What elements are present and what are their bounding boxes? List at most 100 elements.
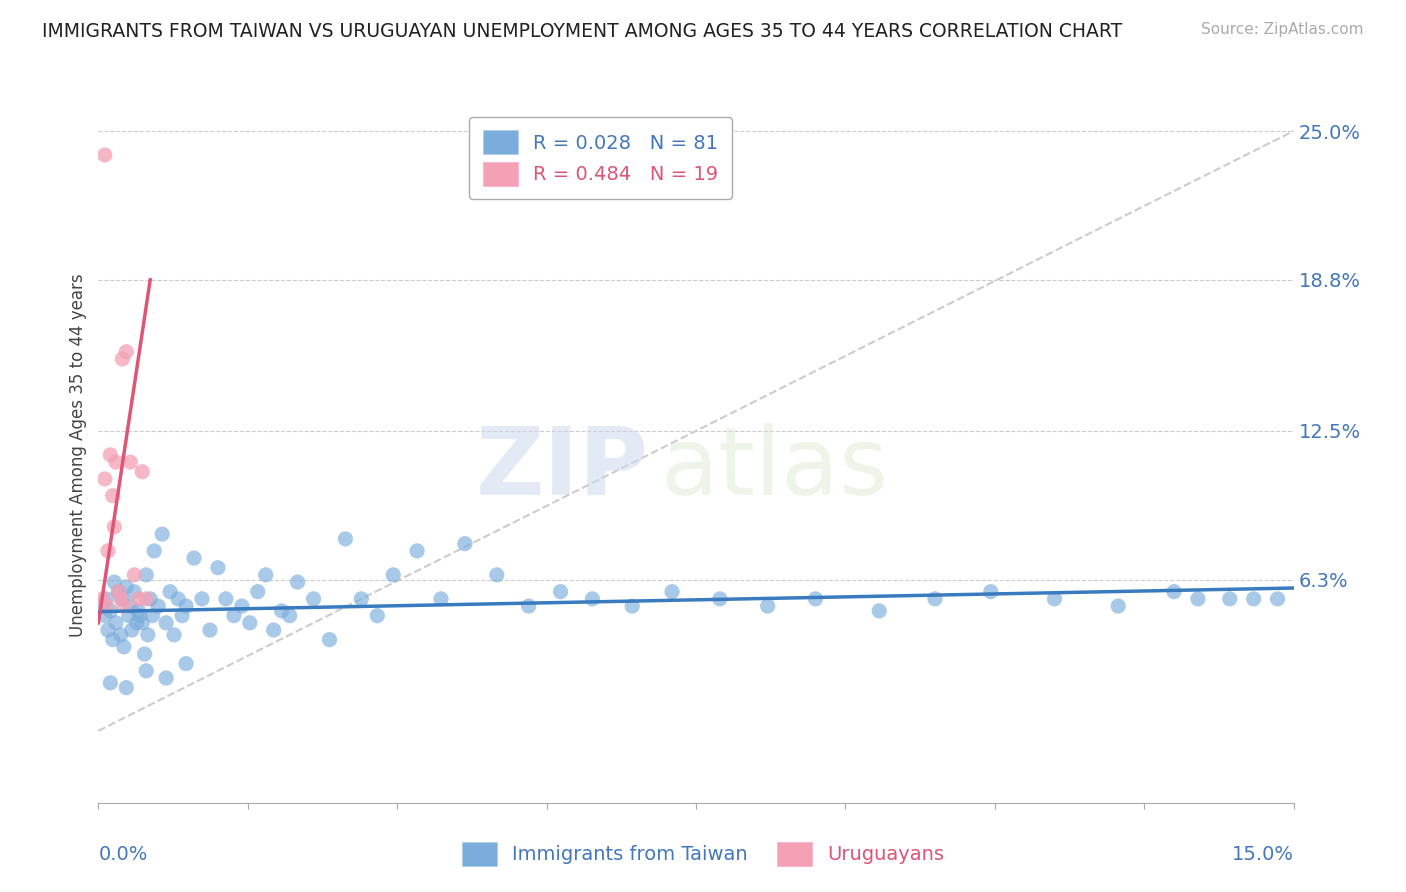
Point	[980, 584, 1002, 599]
Point	[135, 567, 157, 582]
Point	[406, 544, 429, 558]
Point	[135, 591, 157, 606]
Point	[136, 628, 159, 642]
Point	[104, 615, 127, 630]
Text: 15.0%: 15.0%	[1232, 845, 1294, 863]
Point	[124, 584, 146, 599]
Point	[96, 591, 118, 606]
Point	[115, 681, 138, 695]
Point	[215, 591, 238, 606]
Point	[454, 537, 477, 551]
Point	[139, 591, 162, 606]
Point	[94, 472, 117, 486]
Point	[120, 455, 142, 469]
Point	[103, 520, 125, 534]
Point	[550, 584, 572, 599]
Point	[191, 591, 214, 606]
Point	[485, 567, 508, 582]
Point	[581, 591, 603, 606]
Point	[97, 544, 120, 558]
Point	[131, 465, 153, 479]
Legend: R = 0.028   N = 81, R = 0.484   N = 19: R = 0.028 N = 81, R = 0.484 N = 19	[470, 117, 731, 199]
Point	[115, 344, 138, 359]
Point	[1107, 599, 1129, 613]
Point	[366, 608, 388, 623]
Point	[756, 599, 779, 613]
Point	[278, 608, 301, 623]
Point	[517, 599, 540, 613]
Point	[246, 584, 269, 599]
Point	[1043, 591, 1066, 606]
Point	[131, 615, 153, 630]
Point	[134, 647, 156, 661]
Point	[239, 615, 262, 630]
Point	[159, 584, 181, 599]
Point	[118, 608, 141, 623]
Text: Source: ZipAtlas.com: Source: ZipAtlas.com	[1201, 22, 1364, 37]
Point	[104, 455, 127, 469]
Point	[127, 591, 149, 606]
Point	[222, 608, 245, 623]
Point	[163, 628, 186, 642]
Point	[111, 591, 134, 606]
Point	[382, 567, 405, 582]
Point	[302, 591, 325, 606]
Legend: Immigrants from Taiwan, Uruguayans: Immigrants from Taiwan, Uruguayans	[454, 834, 952, 873]
Point	[1187, 591, 1209, 606]
Point	[148, 599, 170, 613]
Point	[150, 527, 173, 541]
Point	[112, 640, 135, 654]
Point	[91, 591, 114, 606]
Point	[101, 489, 124, 503]
Point	[128, 608, 150, 623]
Point	[1219, 591, 1241, 606]
Point	[127, 604, 149, 618]
Point	[318, 632, 340, 647]
Point	[270, 604, 292, 618]
Point	[115, 580, 138, 594]
Point	[174, 657, 197, 671]
Point	[94, 148, 117, 162]
Point	[1243, 591, 1265, 606]
Point	[107, 584, 129, 599]
Point	[101, 632, 124, 647]
Point	[112, 599, 135, 613]
Point	[94, 608, 117, 623]
Text: atlas: atlas	[661, 423, 889, 515]
Point	[167, 591, 190, 606]
Point	[107, 584, 129, 599]
Point	[155, 615, 177, 630]
Point	[254, 567, 277, 582]
Point	[263, 623, 285, 637]
Point	[868, 604, 890, 618]
Point	[96, 599, 118, 613]
Point	[924, 591, 946, 606]
Point	[174, 599, 197, 613]
Point	[709, 591, 731, 606]
Point	[121, 623, 143, 637]
Point	[350, 591, 373, 606]
Text: 0.0%: 0.0%	[98, 845, 148, 863]
Text: ZIP: ZIP	[475, 423, 648, 515]
Point	[110, 591, 132, 606]
Point	[207, 560, 229, 574]
Text: IMMIGRANTS FROM TAIWAN VS URUGUAYAN UNEMPLOYMENT AMONG AGES 35 TO 44 YEARS CORRE: IMMIGRANTS FROM TAIWAN VS URUGUAYAN UNEM…	[42, 22, 1122, 41]
Point	[287, 575, 309, 590]
Point	[98, 676, 122, 690]
Point	[111, 351, 134, 366]
Point	[124, 567, 146, 582]
Point	[661, 584, 683, 599]
Point	[430, 591, 453, 606]
Point	[198, 623, 221, 637]
Point	[98, 604, 122, 618]
Point	[621, 599, 644, 613]
Point	[120, 599, 142, 613]
Point	[135, 664, 157, 678]
Point	[125, 615, 148, 630]
Point	[143, 544, 166, 558]
Point	[183, 551, 205, 566]
Point	[110, 628, 132, 642]
Point	[1163, 584, 1185, 599]
Point	[97, 623, 120, 637]
Point	[172, 608, 194, 623]
